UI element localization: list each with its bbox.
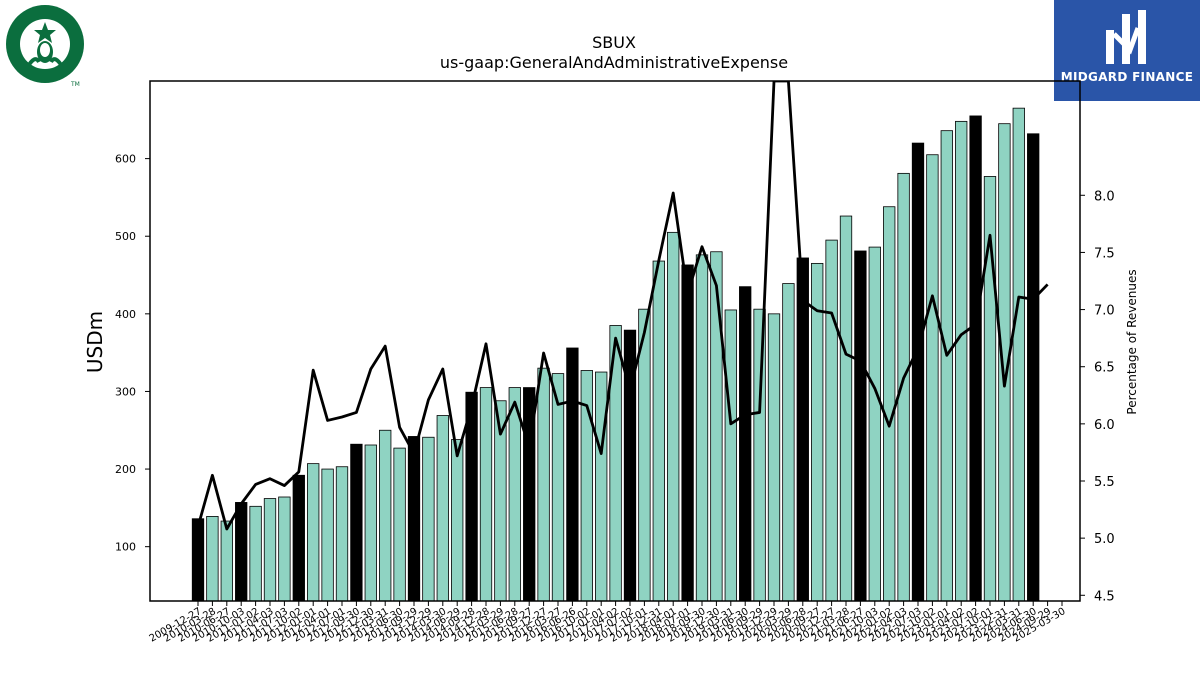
bar [220,520,233,602]
y2-tick-label: 6.0 [1094,418,1115,433]
bar [695,254,709,602]
chart-subtitle: us-gaap:GeneralAndAdministrativeExpense [440,53,788,72]
bar [191,518,205,602]
y-tick-label: 500 [115,230,136,243]
y-axis-label: USDm [83,311,107,373]
y2-tick-label: 6.5 [1094,361,1115,376]
y2-tick-label: 5.5 [1094,475,1115,490]
bar [926,154,939,602]
bar [739,286,752,602]
bar [868,246,881,602]
bar [451,439,464,602]
bar [422,436,435,602]
bar [825,239,838,602]
y-tick-label: 400 [115,308,136,321]
bar [753,308,766,602]
bar [955,120,968,602]
bar [1027,133,1040,602]
bar [1012,107,1025,602]
y2-tick-label: 7.0 [1094,304,1115,319]
bar [969,115,982,602]
y2-tick-label: 5.0 [1094,532,1115,547]
bar [379,429,392,602]
bar [364,444,377,602]
bar [883,206,896,602]
bar [249,505,262,602]
bar [292,474,305,602]
y-tick-label: 100 [115,541,136,554]
y-tick-label: 600 [115,153,136,166]
bar [263,498,277,602]
bar [839,215,853,602]
bar [479,387,493,602]
y2-tick-label: 7.5 [1094,246,1115,261]
line-series [196,81,1049,531]
bar [767,313,781,602]
bar [508,387,521,602]
plot-frame [149,80,1081,602]
bar [407,436,421,602]
bar [551,373,565,602]
starbucks-logo: TM [5,4,85,88]
bar [235,502,248,602]
bar [681,264,694,602]
line-path [196,81,1049,531]
bar [911,142,925,602]
bar [724,309,737,602]
midgard-finance-text: MIDGARD FINANCE [1060,70,1194,84]
bar [667,231,680,602]
chart-title: SBUX [592,33,636,52]
y2-tick-label: 8.0 [1094,189,1115,204]
bar-series [191,107,1040,602]
y2-axis-label: Percentage of Revenues [1125,269,1139,414]
y-tick-label: 300 [115,385,136,398]
bar [595,371,608,602]
bar [652,260,665,602]
bar [537,367,550,602]
bar [436,415,449,602]
bar [782,283,795,602]
bar [350,443,363,602]
bar [811,262,824,602]
y-tick-label: 200 [115,463,136,476]
midgard-finance-logo: MIDGARD FINANCE [1054,0,1200,101]
bar [307,463,320,602]
bar [278,496,291,602]
bar [710,251,723,602]
bar [335,466,349,602]
bar [854,250,867,602]
bar [796,257,809,602]
bar [206,516,219,602]
bar [393,447,406,602]
bar [321,468,334,602]
y2-tick-label: 4.5 [1094,589,1115,604]
svg-text:TM: TM [70,81,80,88]
bar [940,130,953,602]
bar [566,347,579,602]
